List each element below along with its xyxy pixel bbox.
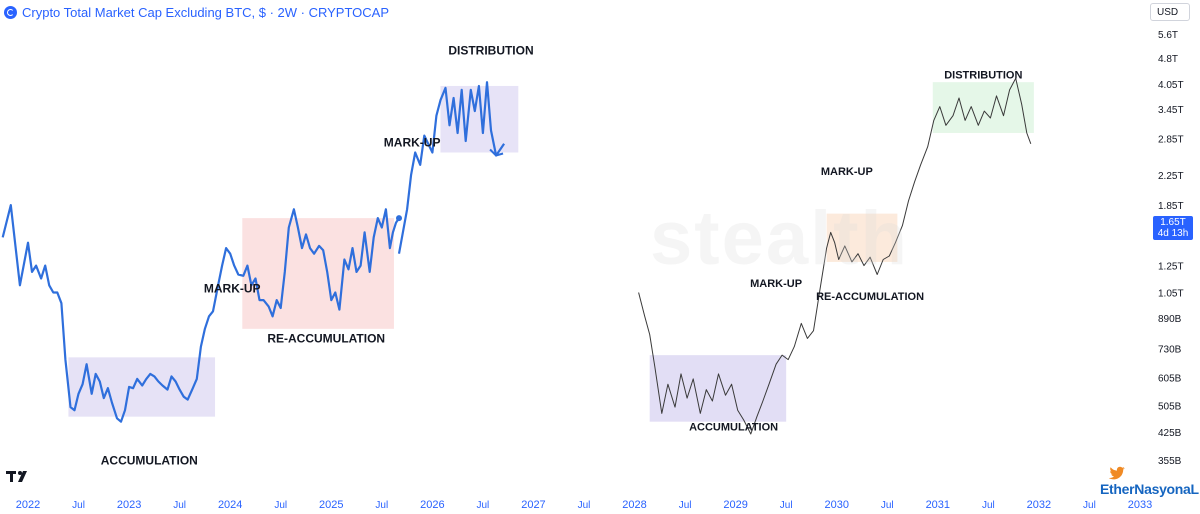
chart-header: Crypto Total Market Cap Excluding BTC, $… bbox=[4, 3, 389, 21]
y-tick-label: 4.8T bbox=[1158, 54, 1178, 65]
x-tick-label: 2027 bbox=[521, 499, 545, 511]
x-tick-label: 2031 bbox=[926, 499, 950, 511]
projection-arrowhead bbox=[489, 148, 504, 157]
author-credit: EtherNasyonaL bbox=[1100, 466, 1199, 500]
x-tick-label: Jul bbox=[1083, 500, 1096, 511]
x-tick-label: Jul bbox=[375, 500, 388, 511]
y-tick-label: 1.25T bbox=[1158, 262, 1184, 273]
mark-up-label-right-2: MARK-UP bbox=[821, 166, 873, 178]
twitter-bird-icon bbox=[1108, 466, 1125, 480]
x-tick-label: Jul bbox=[72, 500, 85, 511]
last-price-value: 1.65T bbox=[1160, 217, 1186, 228]
x-tick-label: 2023 bbox=[117, 499, 141, 511]
x-tick-label: 2028 bbox=[622, 499, 646, 511]
accumulation-label: ACCUMULATION bbox=[101, 453, 198, 467]
y-tick-label: 2.25T bbox=[1158, 171, 1184, 182]
bar-countdown: 4d 13h bbox=[1157, 228, 1189, 239]
y-tick-label: 5.6T bbox=[1158, 30, 1178, 41]
x-tick-label: 2032 bbox=[1027, 499, 1051, 511]
y-tick-label: 355B bbox=[1158, 456, 1182, 467]
y-tick-label: 3.45T bbox=[1158, 105, 1184, 116]
x-tick-label: Jul bbox=[679, 500, 692, 511]
chart-title: Crypto Total Market Cap Excluding BTC, $… bbox=[22, 4, 390, 20]
mark-up-label: MARK-UP bbox=[204, 282, 261, 296]
x-tick-label: Jul bbox=[274, 500, 287, 511]
cryptocap-icon bbox=[4, 5, 17, 19]
re-accumulation-zone bbox=[242, 218, 394, 329]
tradingview-logo-icon[interactable] bbox=[6, 469, 32, 483]
re-accumulation-zone-right bbox=[826, 213, 898, 262]
y-tick-label: 425B bbox=[1158, 428, 1182, 439]
y-tick-label: 1.05T bbox=[1158, 289, 1184, 300]
re-accumulation-label-right: RE-ACCUMULATION bbox=[816, 291, 924, 303]
x-tick-label: 2033 bbox=[1128, 499, 1152, 511]
x-tick-label: Jul bbox=[173, 500, 186, 511]
series-line-fractal bbox=[638, 77, 1032, 435]
x-tick-label: Jul bbox=[780, 500, 793, 511]
series-line-projection bbox=[397, 81, 506, 254]
y-tick-label: 505B bbox=[1158, 402, 1182, 413]
y-tick-label: 1.85T bbox=[1158, 201, 1184, 212]
x-tick-label: 2025 bbox=[319, 499, 343, 511]
y-tick-label: 730B bbox=[1158, 345, 1182, 356]
stealth-watermark: stealth bbox=[650, 196, 909, 281]
accumulation-label-right: ACCUMULATION bbox=[689, 421, 778, 433]
y-tick-label: 605B bbox=[1158, 374, 1182, 385]
x-tick-label: Jul bbox=[982, 500, 995, 511]
x-tick-label: Jul bbox=[477, 500, 490, 511]
last-price-dot bbox=[396, 215, 403, 222]
author-name: EtherNasyonaL bbox=[1100, 481, 1199, 497]
x-tick-label: Jul bbox=[578, 500, 591, 511]
x-tick-label: 2029 bbox=[723, 499, 747, 511]
x-tick-label: 2026 bbox=[420, 499, 444, 511]
re-accumulation-label: RE-ACCUMULATION bbox=[267, 331, 385, 345]
currency-selector[interactable]: USD bbox=[1150, 3, 1190, 21]
x-tick-label: 2022 bbox=[16, 499, 40, 511]
x-tick-label: 2030 bbox=[824, 499, 848, 511]
mark-up-label-right: MARK-UP bbox=[750, 278, 802, 290]
y-tick-label: 2.85T bbox=[1158, 134, 1184, 145]
distribution-zone-right bbox=[932, 82, 1034, 133]
distribution-label-right: DISTRIBUTION bbox=[944, 69, 1022, 81]
last-price-badge: 1.65T 4d 13h bbox=[1153, 216, 1193, 240]
mark-up-label-2: MARK-UP bbox=[384, 136, 441, 150]
y-tick-label: 890B bbox=[1158, 314, 1182, 325]
accumulation-zone-right bbox=[649, 355, 787, 422]
x-tick-label: Jul bbox=[881, 500, 894, 511]
series-line-historical bbox=[1, 204, 400, 423]
x-tick-label: 2024 bbox=[218, 499, 242, 511]
distribution-label: DISTRIBUTION bbox=[448, 44, 533, 58]
y-tick-label: 4.05T bbox=[1158, 80, 1184, 91]
